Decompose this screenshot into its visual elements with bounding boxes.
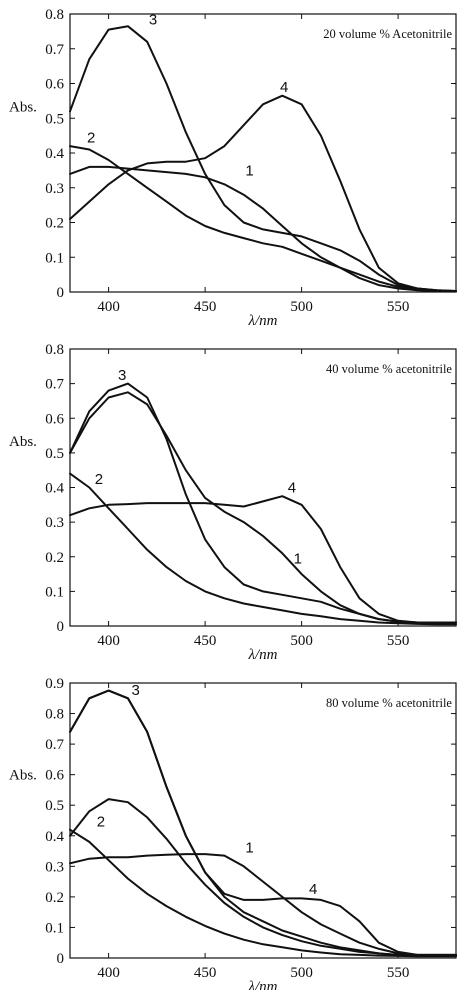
series-label-3: 3	[131, 682, 139, 699]
plot-frame	[69, 348, 457, 627]
y-tick-label: 0	[57, 285, 65, 301]
series-label-3: 3	[149, 11, 157, 28]
series-line-4	[69, 94, 457, 292]
series-line-4	[69, 689, 457, 956]
x-tick-label: 450	[194, 965, 217, 981]
series-label-1: 1	[294, 551, 302, 568]
y-tick-label: 0	[57, 619, 65, 635]
series-label-4: 4	[280, 79, 288, 96]
y-tick-label: 0.2	[45, 550, 64, 566]
y-tick-label: 0.1	[45, 584, 64, 600]
y-tick-label: 0.5	[45, 446, 64, 462]
y-tick-label: 0.7	[45, 377, 64, 393]
y-axis-label: Abs.	[9, 99, 37, 115]
x-tick-label: 550	[387, 299, 410, 315]
y-tick-label: 0.2	[45, 890, 64, 906]
y-tick-label: 0.5	[45, 111, 64, 127]
series-label-1: 1	[245, 163, 253, 180]
y-tick-label: 0.6	[45, 768, 64, 784]
y-tick-label: 0.2	[45, 216, 64, 232]
y-tick-label: 0.7	[45, 737, 64, 753]
series-label-4: 4	[309, 881, 317, 898]
x-tick-label: 400	[97, 299, 120, 315]
y-tick-label: 0.1	[45, 250, 64, 266]
y-tick-label: 0.4	[45, 146, 64, 162]
x-tick-label: 400	[97, 633, 120, 649]
x-tick-label: 500	[290, 965, 313, 981]
series-label-4: 4	[288, 480, 296, 497]
series-label-1: 1	[245, 840, 253, 857]
plot-frame	[69, 682, 457, 959]
x-axis-label: λ/nm	[248, 313, 278, 329]
y-tick-label: 0.8	[45, 7, 64, 23]
x-tick-label: 500	[290, 299, 313, 315]
x-tick-label: 450	[194, 633, 217, 649]
x-tick-label: 450	[194, 299, 217, 315]
series-label-2: 2	[97, 814, 105, 831]
y-tick-label: 0.6	[45, 411, 64, 427]
panel-title: 20 volume % Acetonitrile	[323, 27, 452, 41]
series-line-3	[69, 382, 457, 624]
series-line-2	[69, 472, 457, 626]
x-axis-label: λ/nm	[248, 647, 278, 663]
series-line-1	[69, 165, 457, 293]
y-tick-label: 0.5	[45, 798, 64, 814]
x-tick-label: 500	[290, 633, 313, 649]
y-tick-label: 0.4	[45, 481, 64, 497]
y-tick-label: 0.1	[45, 920, 64, 936]
x-axis-label: λ/nm	[248, 979, 278, 990]
x-tick-label: 400	[97, 965, 120, 981]
x-tick-label: 550	[387, 965, 410, 981]
panel-title: 80 volume % acetonitrile	[326, 696, 452, 710]
y-tick-label: 0.3	[45, 181, 64, 197]
series-line-3	[69, 25, 457, 292]
plot-frame	[69, 13, 457, 293]
y-tick-label: 0.8	[45, 342, 64, 358]
y-axis-label: Abs.	[9, 434, 37, 450]
y-tick-label: 0.7	[45, 42, 64, 58]
series-line-2	[69, 145, 457, 293]
chart-panel-2: 0 0.1 0.2 0.3 0.4 0.5 0.6 0.7 0.8 400 450 500 550 Abs…	[9, 342, 457, 663]
series-line-1	[69, 391, 457, 624]
series-line-4	[69, 495, 457, 624]
y-tick-label: 0.9	[45, 676, 64, 692]
series-label-3: 3	[118, 367, 126, 384]
x-tick-label: 550	[387, 633, 410, 649]
y-axis-label: Abs.	[9, 767, 37, 783]
chart-panel-3: 0 0.1 0.2 0.3 0.4 0.5 0.6 0.7 0.8 0.9 400 450 500 550…	[9, 676, 457, 990]
y-tick-label: 0.3	[45, 859, 64, 875]
series-label-2: 2	[87, 130, 95, 147]
y-tick-label: 0.8	[45, 707, 64, 723]
y-tick-label: 0.3	[45, 515, 64, 531]
y-tick-label: 0.4	[45, 829, 64, 845]
chart-panel-1: 0 0.1 0.2 0.3 0.4 0.5 0.6 0.7 0.8 400 450 500 550 Abs…	[9, 7, 457, 329]
panel-title: 40 volume % acetonitrile	[326, 362, 452, 376]
series-line-1	[69, 853, 457, 956]
series-label-2: 2	[95, 471, 103, 488]
y-tick-label: 0.6	[45, 77, 64, 93]
series-line-3	[69, 689, 457, 957]
series-line-2	[69, 828, 457, 958]
y-tick-label: 0	[57, 951, 65, 967]
